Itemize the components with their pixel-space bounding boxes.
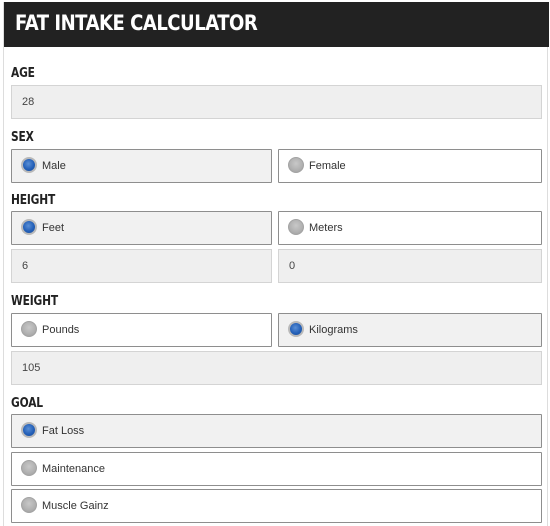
radio-selected-icon	[288, 321, 304, 337]
goal-option-maintenance[interactable]: Maintenance	[11, 452, 542, 486]
fat-intake-calculator: FAT INTAKE CALCULATOR AGE 28 SEX Male Fe…	[3, 2, 549, 526]
radio-selected-icon	[21, 157, 37, 173]
radio-selected-icon	[21, 422, 37, 438]
age-label: AGE	[11, 66, 35, 81]
sex-option-female-label: Female	[309, 160, 346, 172]
weight-input[interactable]: 105	[11, 351, 542, 385]
height-meters-input[interactable]: 0	[278, 249, 542, 283]
radio-unselected-icon	[21, 321, 37, 337]
goal-option-fat-loss[interactable]: Fat Loss	[11, 414, 542, 448]
radio-unselected-icon	[21, 497, 37, 513]
height-option-meters[interactable]: Meters	[278, 211, 542, 245]
goal-label: GOAL	[11, 396, 43, 411]
sex-option-male[interactable]: Male	[11, 149, 272, 183]
weight-option-pounds[interactable]: Pounds	[11, 313, 272, 347]
goal-option-maintenance-label: Maintenance	[42, 463, 105, 475]
sex-label: SEX	[11, 130, 34, 145]
age-input[interactable]: 28	[11, 85, 542, 119]
sex-option-female[interactable]: Female	[278, 149, 542, 183]
radio-unselected-icon	[288, 157, 304, 173]
weight-label: WEIGHT	[11, 294, 58, 309]
height-label: HEIGHT	[11, 193, 56, 208]
weight-option-kilograms[interactable]: Kilograms	[278, 313, 542, 347]
weight-option-pounds-label: Pounds	[42, 324, 80, 336]
page-title: FAT INTAKE CALCULATOR	[15, 11, 258, 35]
height-option-feet[interactable]: Feet	[11, 211, 272, 245]
calculator-header: FAT INTAKE CALCULATOR	[4, 2, 549, 47]
sex-option-male-label: Male	[42, 160, 66, 172]
radio-unselected-icon	[21, 460, 37, 476]
goal-option-muscle-gainz[interactable]: Muscle Gainz	[11, 489, 542, 523]
height-option-meters-label: Meters	[309, 222, 343, 234]
weight-option-kilograms-label: Kilograms	[309, 324, 358, 336]
goal-option-fat-loss-label: Fat Loss	[42, 425, 85, 437]
height-option-feet-label: Feet	[42, 222, 65, 234]
radio-selected-icon	[21, 219, 37, 235]
goal-option-muscle-gainz-label: Muscle Gainz	[42, 500, 109, 512]
height-feet-input[interactable]: 6	[11, 249, 272, 283]
radio-unselected-icon	[288, 219, 304, 235]
